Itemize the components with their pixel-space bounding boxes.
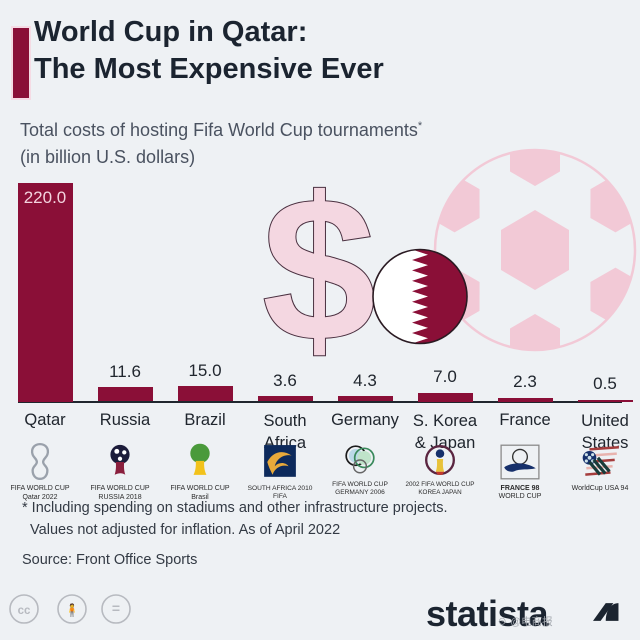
svg-text:$: $ <box>262 155 376 384</box>
svg-text:cc: cc <box>18 605 31 617</box>
svg-text:=: = <box>112 600 120 616</box>
svg-text:🧍: 🧍 <box>65 603 80 617</box>
